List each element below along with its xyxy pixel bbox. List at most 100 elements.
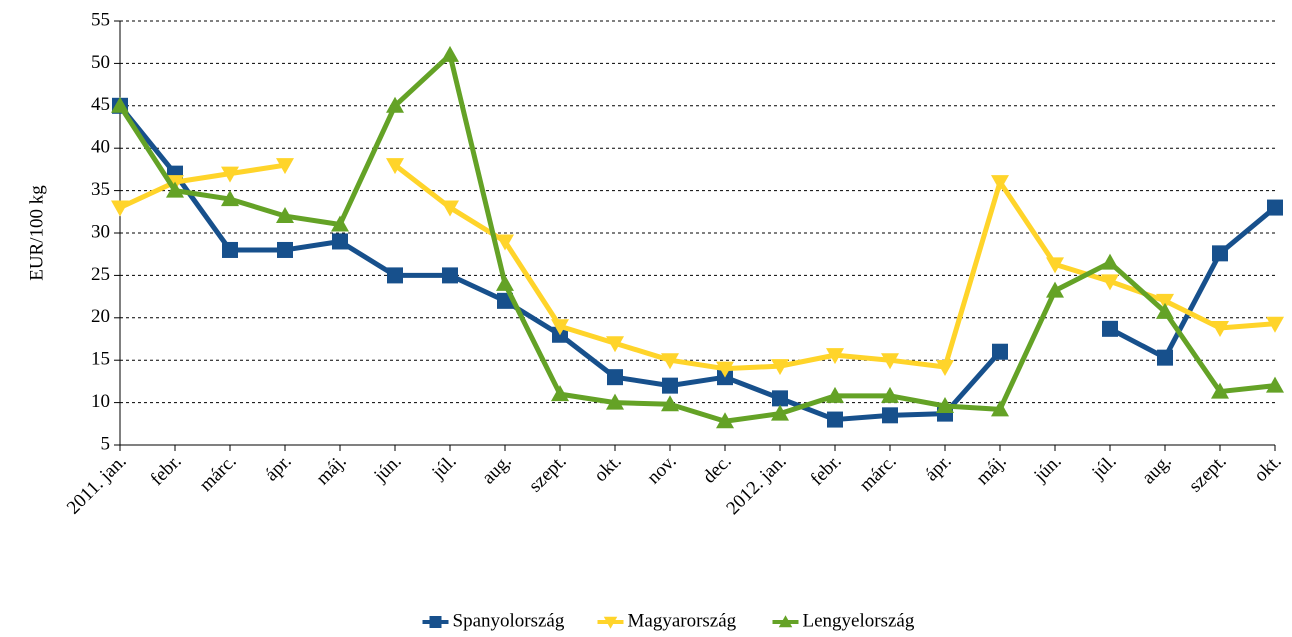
x-tick-label: márc. bbox=[856, 451, 901, 496]
data-point bbox=[277, 241, 293, 258]
y-tick-label: 15 bbox=[91, 349, 110, 370]
data-point bbox=[606, 336, 624, 353]
x-tick-label: júl. bbox=[428, 451, 461, 484]
data-point bbox=[221, 190, 239, 207]
data-point bbox=[936, 396, 954, 413]
series-line bbox=[117, 52, 1276, 424]
data-point bbox=[441, 45, 459, 62]
x-tick-label: ápr. bbox=[261, 451, 296, 486]
data-point bbox=[441, 200, 459, 217]
series-line bbox=[118, 162, 286, 210]
data-point bbox=[1212, 245, 1228, 262]
data-point bbox=[771, 404, 789, 421]
data-point bbox=[771, 359, 789, 376]
x-tick-label: febr. bbox=[807, 451, 846, 490]
data-point bbox=[276, 207, 294, 224]
x-tick-label: máj. bbox=[972, 451, 1010, 489]
legend-marker bbox=[429, 616, 442, 628]
legend-label: Lengyelország bbox=[803, 610, 915, 631]
data-point bbox=[1102, 320, 1118, 337]
data-point bbox=[992, 343, 1008, 360]
data-point bbox=[1267, 199, 1283, 216]
x-tick-label: jún. bbox=[370, 451, 406, 487]
data-point bbox=[1211, 382, 1229, 399]
x-tick-label: nov. bbox=[643, 451, 680, 488]
x-tick-label: jún. bbox=[1030, 451, 1066, 487]
data-point bbox=[991, 175, 1009, 192]
x-tick-label: júl. bbox=[1088, 451, 1121, 484]
data-point bbox=[1101, 253, 1119, 270]
x-tick-label: febr. bbox=[147, 451, 186, 490]
data-point bbox=[661, 353, 679, 370]
data-point bbox=[1266, 376, 1284, 393]
data-point bbox=[1156, 302, 1174, 319]
data-point bbox=[111, 96, 129, 113]
data-point bbox=[551, 385, 569, 402]
y-tick-label: 25 bbox=[91, 264, 110, 285]
y-tick-label: 50 bbox=[91, 52, 110, 73]
x-tick-label: ápr. bbox=[921, 451, 956, 486]
x-tick-label: aug. bbox=[1138, 451, 1176, 489]
data-point bbox=[991, 400, 1009, 417]
data-point bbox=[1046, 257, 1064, 274]
data-point bbox=[111, 200, 129, 217]
x-tick-label: máj. bbox=[312, 451, 350, 489]
data-point bbox=[1046, 281, 1064, 298]
data-point bbox=[331, 215, 349, 232]
data-point bbox=[386, 158, 404, 175]
data-point bbox=[386, 96, 404, 113]
series-line bbox=[1108, 205, 1277, 361]
data-point bbox=[276, 158, 294, 175]
data-point bbox=[387, 267, 403, 284]
x-tick-label: aug. bbox=[478, 451, 516, 489]
y-tick-label: 10 bbox=[91, 391, 110, 412]
data-point bbox=[221, 166, 239, 183]
data-point bbox=[222, 241, 238, 258]
data-point bbox=[662, 377, 678, 394]
data-point bbox=[661, 395, 679, 412]
y-tick-label: 20 bbox=[91, 306, 110, 327]
legend-label: Magyarország bbox=[628, 610, 737, 631]
data-point bbox=[606, 393, 624, 410]
y-tick-label: 30 bbox=[91, 221, 110, 242]
data-point bbox=[1211, 320, 1229, 337]
data-point bbox=[496, 234, 514, 251]
data-point bbox=[936, 359, 954, 376]
y-tick-label: 45 bbox=[91, 94, 110, 115]
data-point bbox=[332, 233, 348, 250]
data-point bbox=[1156, 293, 1174, 310]
data-point bbox=[882, 407, 898, 424]
data-point bbox=[772, 390, 788, 407]
legend-marker bbox=[603, 616, 618, 629]
x-tick-label: dec. bbox=[699, 451, 736, 488]
x-tick-label: 2011. jan. bbox=[63, 451, 131, 519]
data-point bbox=[551, 319, 569, 336]
data-point bbox=[496, 274, 514, 291]
series-line bbox=[393, 163, 1276, 372]
x-tick-label: márc. bbox=[196, 451, 241, 496]
data-point bbox=[826, 348, 844, 365]
data-point bbox=[716, 361, 734, 378]
series-line bbox=[118, 104, 1002, 423]
y-tick-label: 40 bbox=[91, 137, 110, 158]
data-point bbox=[826, 386, 844, 403]
data-point bbox=[881, 353, 899, 370]
data-point bbox=[1266, 316, 1284, 333]
x-tick-label: szept. bbox=[525, 451, 571, 497]
x-tick-label: 2012. jan. bbox=[722, 451, 790, 519]
data-point bbox=[881, 386, 899, 403]
y-axis-label: EUR/100 kg bbox=[26, 185, 47, 281]
data-point bbox=[716, 412, 734, 429]
data-point bbox=[166, 181, 184, 198]
data-point bbox=[1157, 349, 1173, 366]
y-tick-label: 5 bbox=[101, 433, 111, 454]
data-point bbox=[827, 411, 843, 428]
data-point bbox=[442, 267, 458, 284]
x-tick-label: okt. bbox=[1250, 451, 1285, 486]
x-tick-label: szept. bbox=[1185, 451, 1231, 497]
y-tick-label: 35 bbox=[91, 179, 110, 200]
data-point bbox=[607, 369, 623, 386]
legend-label: Spanyolország bbox=[453, 610, 565, 631]
legend-marker bbox=[778, 615, 793, 628]
